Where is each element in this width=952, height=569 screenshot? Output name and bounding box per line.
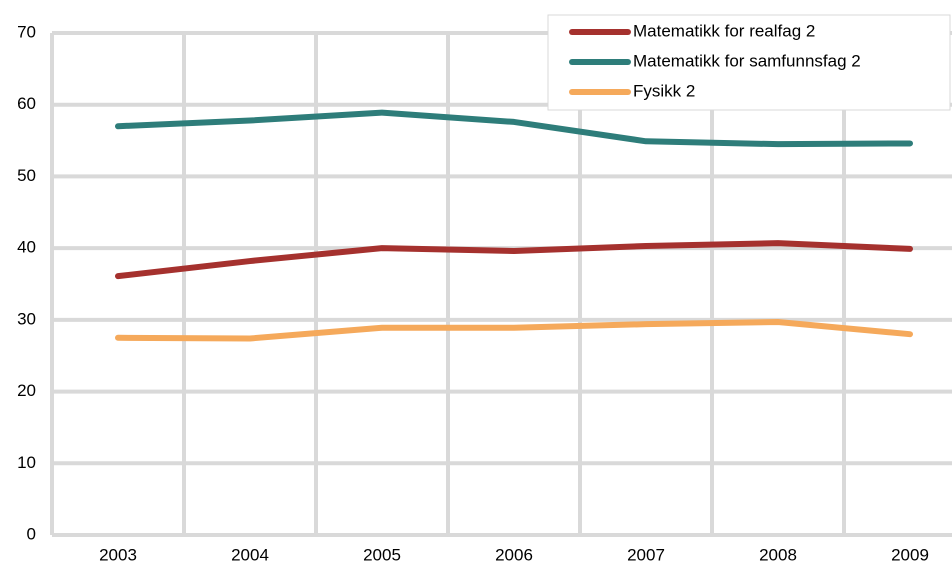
series-line: [115, 109, 913, 148]
y-tick-label: 60: [17, 94, 36, 113]
legend-label: Matematikk for realfag 2: [633, 21, 815, 40]
y-tick-label: 20: [17, 381, 36, 400]
x-tick-label: 2009: [891, 545, 929, 564]
x-tick-label: 2005: [363, 545, 401, 564]
x-tick-label: 2006: [495, 545, 533, 564]
y-tick-label: 30: [17, 309, 36, 328]
x-tick-label: 2008: [759, 545, 797, 564]
legend-label: Matematikk for samfunnsfag 2: [633, 51, 861, 70]
series-line: [115, 240, 913, 280]
y-tick-label: 50: [17, 166, 36, 185]
y-tick-label: 40: [17, 238, 36, 257]
y-tick-label: 0: [27, 524, 36, 543]
series-line: [115, 319, 913, 342]
legend-label: Fysikk 2: [633, 81, 695, 100]
x-tick-label: 2003: [99, 545, 137, 564]
x-tick-label: 2007: [627, 545, 665, 564]
legend: Matematikk for realfag 2 Matematikk for s…: [547, 14, 951, 111]
y-tick-label: 70: [17, 22, 36, 41]
y-tick-label: 10: [17, 453, 36, 472]
x-tick-label: 2004: [231, 545, 269, 564]
